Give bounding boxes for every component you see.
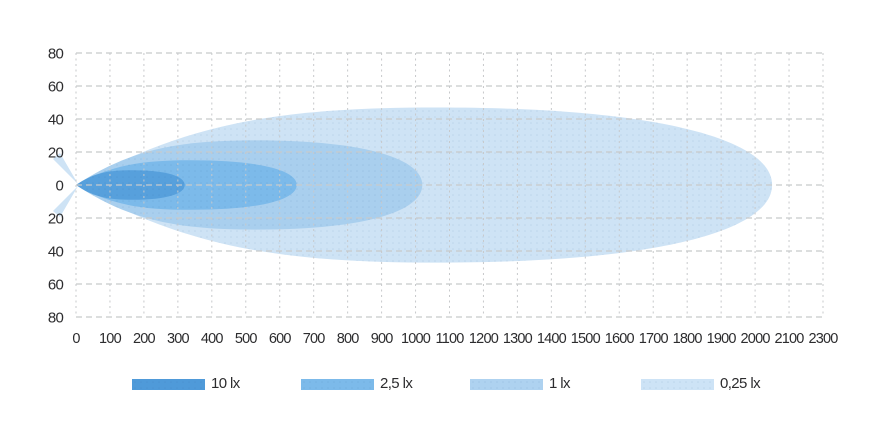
x-tick-label: 400 — [201, 331, 224, 347]
x-tick-label: 1600 — [605, 331, 635, 347]
y-axis-labels: 80 60 40 20 0 20 40 60 80 — [48, 46, 64, 327]
x-tick-label: 1800 — [673, 331, 703, 347]
x-tick-label: 1100 — [436, 331, 465, 347]
y-tick-label: 60 — [48, 277, 64, 294]
x-tick-label: 2100 — [775, 331, 805, 347]
legend-item-1-lx: 1 lx — [470, 374, 571, 394]
x-tick-label: 900 — [371, 331, 394, 347]
x-axis-labels: 0 100 200 300 400 500 600 700 800 900 1000 1100 1200… — [72, 331, 839, 347]
x-tick-label: 500 — [235, 331, 258, 347]
origin-flare-icon — [53, 186, 78, 217]
legend-swatch-10-lx — [132, 378, 205, 390]
x-tick-label: 800 — [337, 331, 360, 347]
x-tick-label: 300 — [167, 331, 190, 347]
x-tick-label: 200 — [133, 331, 156, 347]
x-tick-label: 1000 — [401, 331, 431, 347]
x-tick-label: 600 — [269, 331, 292, 347]
legend-swatch-0-25-lx — [641, 378, 714, 390]
y-tick-label: 80 — [48, 46, 64, 63]
x-tick-label: 1400 — [537, 331, 567, 347]
grid-lines — [75, 52, 824, 318]
y-tick-label: 0 — [55, 178, 63, 195]
x-tick-label: 1900 — [707, 331, 737, 347]
y-tick-label: 60 — [48, 79, 64, 96]
legend-item-0-25-lx: 0,25 lx — [641, 374, 761, 394]
legend-label: 1 lx — [549, 375, 571, 392]
x-tick-label: 2300 — [808, 331, 838, 347]
legend-swatch-1-lx — [470, 378, 543, 390]
legend-item-10-lx: 10 lx — [132, 374, 240, 394]
x-tick-label: 1200 — [469, 331, 499, 347]
x-tick-label: 1700 — [639, 331, 669, 347]
x-tick-label: 2000 — [741, 331, 771, 347]
y-tick-label: 80 — [48, 310, 64, 327]
legend-label: 2,5 lx — [380, 375, 413, 392]
legend-item-2-5-lx: 2,5 lx — [301, 374, 413, 394]
origin-flare-icon — [53, 153, 78, 184]
legend: 10 lx 2,5 lx 1 lx 0,25 lx — [0, 374, 886, 398]
legend-label: 10 lx — [211, 375, 240, 392]
x-tick-label: 0 — [72, 331, 80, 347]
x-tick-label: 1500 — [571, 331, 601, 347]
y-tick-label: 40 — [48, 244, 64, 261]
x-tick-label: 700 — [303, 331, 326, 347]
legend-swatch-2-5-lx — [301, 378, 374, 390]
y-tick-label: 20 — [48, 211, 64, 228]
x-tick-label: 100 — [99, 331, 122, 347]
x-tick-label: 1300 — [503, 331, 533, 347]
y-tick-label: 40 — [48, 112, 64, 129]
y-tick-label: 20 — [48, 145, 64, 162]
legend-label: 0,25 lx — [720, 375, 761, 392]
